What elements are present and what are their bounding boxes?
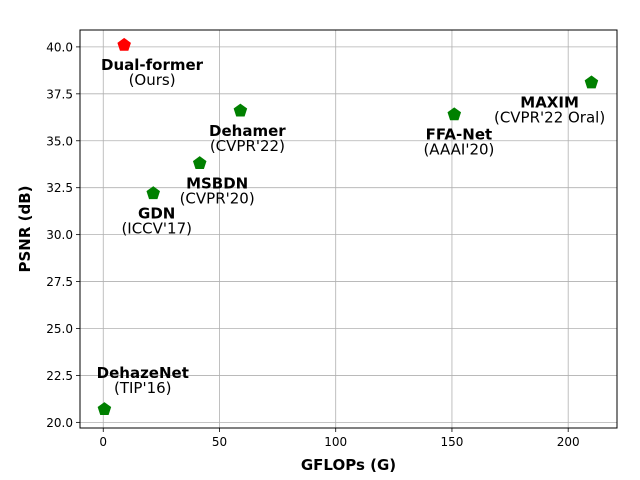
point-name-label: MAXIM: [520, 94, 579, 112]
point-name-label: Dual-former: [101, 56, 204, 74]
data-points: [97, 37, 599, 415]
x-axis-title: GFLOPs (G): [301, 456, 396, 474]
data-point: [584, 75, 599, 89]
point-venue-label: (TIP'16): [114, 379, 172, 397]
y-tick-label: 30.0: [46, 228, 73, 242]
point-venue-label: (CVPR'20): [180, 189, 255, 207]
point-venue-label: (Ours): [129, 71, 176, 89]
y-tick-label: 40.0: [46, 40, 73, 54]
y-tick-label: 32.5: [46, 181, 73, 195]
point-venue-label: (ICCV'17): [121, 219, 192, 237]
point-name-label: MSBDN: [186, 174, 248, 192]
point-name-label: GDN: [138, 204, 175, 222]
axis-ticks: 0 50 100 150 200 20.0 22.5 25.0 27.5 30.0 32.5 35.0…: [46, 40, 579, 449]
point-labels: Dual-former(Ours)Dehamer(CVPR'22)MSBDN(C…: [97, 56, 606, 397]
x-tick-label: 50: [212, 435, 227, 449]
y-tick-label: 35.0: [46, 134, 73, 148]
x-tick-label: 0: [99, 435, 107, 449]
point-venue-label: (CVPR'22 Oral): [494, 109, 605, 127]
y-tick-label: 20.0: [46, 416, 73, 430]
y-tick-label: 22.5: [46, 369, 73, 383]
y-axis-title: PSNR (dB): [16, 185, 34, 272]
data-point: [192, 156, 207, 170]
x-tick-label: 100: [324, 435, 347, 449]
data-point: [447, 107, 462, 121]
y-tick-label: 27.5: [46, 275, 73, 289]
plot-frame: [79, 29, 618, 429]
y-tick-label: 25.0: [46, 322, 73, 336]
point-name-label: DehazeNet: [97, 364, 189, 382]
data-point: [117, 37, 131, 51]
point-venue-label: (AAAI'20): [423, 141, 494, 159]
point-name-label: Dehamer: [209, 122, 286, 140]
data-point: [233, 103, 248, 117]
point-name-label: FFA-Net: [426, 126, 493, 144]
x-tick-label: 150: [440, 435, 463, 449]
y-tick-label: 37.5: [46, 87, 73, 101]
x-tick-label: 200: [557, 435, 580, 449]
data-point: [97, 402, 112, 415]
grid: [80, 30, 617, 428]
point-venue-label: (CVPR'22): [210, 137, 285, 155]
data-point: [146, 186, 160, 200]
